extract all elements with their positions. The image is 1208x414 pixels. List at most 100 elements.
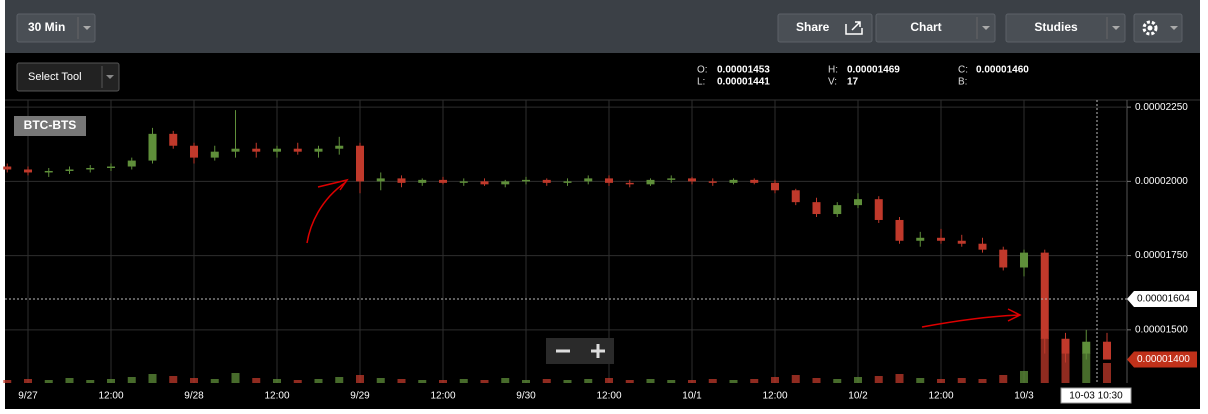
volume-bar (252, 378, 261, 383)
candle-body (542, 179, 551, 183)
studies-button[interactable]: Studies (1005, 13, 1126, 43)
x-tick-label: 12:00 (430, 391, 455, 402)
volume-bar (107, 379, 115, 383)
volume-bar (210, 379, 219, 383)
candle-body (1040, 252, 1049, 339)
volume-bar (667, 380, 676, 383)
volume-bar (957, 378, 966, 383)
candle-body (978, 243, 987, 250)
volume-bar (1020, 371, 1028, 383)
volume-bar (459, 379, 468, 383)
volume-bar (542, 379, 551, 383)
share-button[interactable]: Share (777, 13, 873, 43)
chart-button[interactable]: Chart (875, 13, 996, 43)
candle-body (459, 181, 468, 183)
crosshair-price: 0.00001604 (1137, 294, 1190, 305)
volume-bar (44, 380, 53, 383)
price-flag (1127, 351, 1197, 368)
studies-label: Studies (1034, 20, 1078, 34)
annotation-arrow (921, 308, 1022, 328)
volume-bar (148, 374, 157, 383)
candle-body (708, 181, 717, 183)
x-tick-label: 12:00 (762, 391, 787, 402)
candle-body (1061, 338, 1070, 354)
symbol-box (14, 116, 86, 136)
volume-bar (646, 379, 655, 383)
x-tick-label: 9/28 (184, 391, 204, 402)
candle-body (356, 145, 364, 182)
candle-body (791, 190, 800, 203)
candle-body (729, 179, 738, 183)
time-flag (1060, 387, 1132, 404)
crosshair-time: 10-03 10:30 (1069, 391, 1123, 402)
volume-bar (937, 379, 945, 383)
y-tick-label: 0.00002000 (1135, 176, 1188, 187)
candle-body (65, 169, 74, 171)
volume-bar (750, 379, 759, 383)
volume-bar (833, 379, 842, 383)
volume-bar (3, 380, 12, 383)
volume-bar (314, 379, 323, 383)
volume-bar (916, 378, 925, 383)
volume-bar (708, 379, 717, 383)
volume-bar (335, 377, 344, 383)
candle-body (1082, 341, 1091, 354)
volume-bar (791, 375, 800, 383)
y-tick-label: 0.00001750 (1135, 250, 1188, 261)
candle-body (584, 178, 593, 182)
volume-bar (895, 374, 904, 383)
settings-button[interactable] (1133, 13, 1183, 43)
candle-body (231, 148, 240, 152)
y-tick-label: 0.00002250 (1135, 102, 1188, 113)
x-tick-label: 9/29 (350, 391, 370, 402)
x-tick-label: 12:00 (596, 391, 621, 402)
candle-body (750, 179, 759, 183)
last-price: 0.00001400 (1137, 354, 1190, 365)
y-tick-label: 0.00001500 (1135, 324, 1188, 335)
l-value: 0.00001441 (717, 77, 770, 88)
v-label: V: (828, 77, 837, 88)
x-tick-label: 12:00 (928, 391, 953, 402)
volume-bar (584, 379, 593, 383)
candle-body (999, 249, 1008, 268)
candle-body (937, 237, 945, 241)
candle-body (314, 148, 323, 152)
volume-bar (356, 375, 364, 383)
candle-body (667, 178, 676, 180)
candle-body (169, 133, 178, 146)
volume-bar (1103, 363, 1111, 383)
x-tick-label: 10/1 (682, 391, 702, 402)
volume-bar (418, 380, 427, 383)
volume-bar (273, 379, 281, 383)
volume-bar (1061, 348, 1070, 383)
candle-body (86, 168, 95, 170)
candle-body (107, 166, 115, 169)
candle-body (439, 179, 447, 183)
volume-bar (563, 380, 572, 383)
h-value: 0.00001469 (847, 65, 900, 76)
c-value: 0.00001460 (976, 65, 1029, 76)
x-tick-label: 10/2 (848, 391, 868, 402)
select-tool-label: Select Tool (28, 71, 82, 83)
volume-bar (874, 376, 883, 383)
o-value: 0.00001453 (717, 65, 770, 76)
volume-bar (190, 378, 198, 383)
volume-bar (397, 379, 406, 383)
volume-bar (127, 377, 136, 383)
candle-body (127, 160, 136, 167)
zoom-in[interactable] (591, 344, 605, 358)
o-label: O: (697, 65, 708, 76)
interval-button[interactable]: 30 Min (16, 13, 96, 43)
v-value: 17 (847, 77, 859, 88)
volume-bar (376, 378, 385, 383)
select-tool[interactable]: Select Tool (16, 62, 120, 92)
candle-body (418, 179, 427, 183)
volume-bar (729, 380, 738, 383)
toolbar (5, 0, 1200, 53)
price-flag (1127, 290, 1197, 307)
candle-body (190, 145, 198, 158)
b-label: B: (958, 77, 967, 88)
volume-bar (999, 375, 1008, 383)
candle-body (273, 148, 281, 152)
candle-body (646, 179, 655, 185)
